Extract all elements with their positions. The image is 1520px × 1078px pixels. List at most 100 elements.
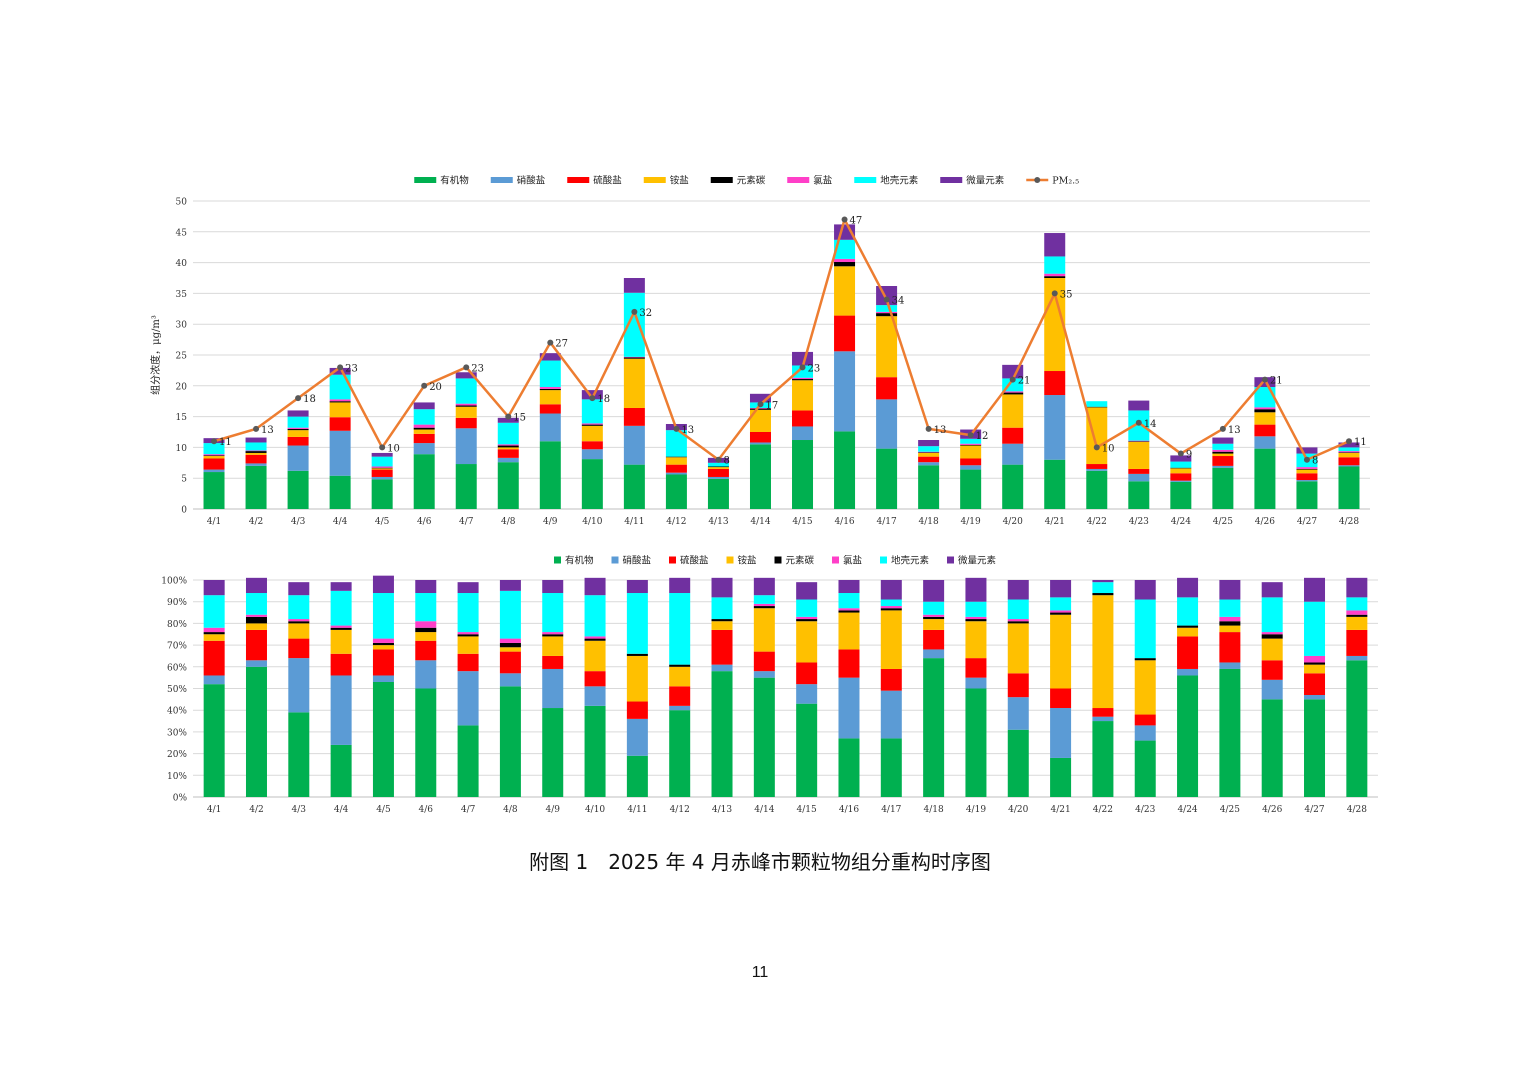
bar-segment <box>1346 597 1368 611</box>
bar-segment <box>1338 452 1360 458</box>
legend-swatch <box>490 177 513 183</box>
pm25-point <box>253 425 260 432</box>
bar-segment <box>1177 597 1199 626</box>
chart-1: 0%10%20%30%40%50%60%70%80%90%100%4/1 4/2 4… <box>161 575 1378 815</box>
bar-segment <box>203 640 225 676</box>
bar-segment <box>455 372 477 379</box>
bar-segment <box>539 387 561 389</box>
bar-segment <box>372 642 394 646</box>
legend-label: 硫酸盐 <box>680 555 709 567</box>
legend-label: 地壳元素 <box>891 555 930 567</box>
bar-segment <box>626 718 648 756</box>
pm25-point <box>1009 376 1016 383</box>
bar-segment <box>415 593 437 622</box>
bar-segment <box>1092 593 1114 596</box>
bar-segment <box>245 660 267 667</box>
legend-label: 地壳元素 <box>880 175 919 187</box>
bar-segment <box>1128 440 1150 442</box>
pm25-point <box>925 425 932 432</box>
bar-segment <box>581 390 603 400</box>
legend-label: 微量元素 <box>958 555 997 567</box>
x-tick-label: 4/18 <box>919 517 939 527</box>
bar-segment <box>918 452 940 457</box>
pm25-point <box>1303 456 1310 463</box>
pm25-data-label: 27 <box>555 339 568 350</box>
bar-segment <box>834 239 856 259</box>
bar-segment <box>457 634 479 637</box>
bar-segment <box>838 649 860 678</box>
bar-segment <box>329 374 351 400</box>
bar-segment <box>1007 697 1029 730</box>
bar-segment <box>539 413 561 442</box>
bar-segment <box>329 401 351 403</box>
bar-segment <box>203 632 225 635</box>
bar-segment <box>965 601 987 617</box>
legend-label: 有机物 <box>440 175 469 187</box>
bar-segment <box>1304 664 1326 674</box>
bar-segment <box>542 634 564 637</box>
bar-segment <box>626 755 648 797</box>
bar-segment <box>1261 582 1283 598</box>
bar-segment <box>329 430 351 476</box>
bar-segment <box>1134 599 1156 659</box>
bar-segment <box>288 582 310 596</box>
bar-segment <box>796 619 818 622</box>
bar-segment <box>330 582 352 591</box>
x-tick-label: 4/20 <box>1008 805 1028 815</box>
bar-segment <box>749 407 771 409</box>
x-tick-label: 4/21 <box>1050 805 1070 815</box>
bar-segment <box>1007 619 1029 622</box>
bar-segment <box>876 377 898 400</box>
bar-segment <box>669 705 691 711</box>
bar-segment <box>330 675 352 745</box>
y-tick-label: 60% <box>167 663 187 673</box>
pm25-data-label: 18 <box>303 394 316 405</box>
bar-segment <box>965 619 987 622</box>
bar-segment <box>792 426 814 441</box>
bar-segment <box>371 476 393 480</box>
x-tick-label: 4/4 <box>333 517 348 527</box>
bar-segment <box>1170 481 1192 509</box>
bar-segment <box>1338 465 1360 467</box>
bar-segment <box>753 608 775 652</box>
bar-segment <box>1128 468 1150 474</box>
bar-segment <box>796 582 818 600</box>
bar-segment <box>497 422 519 445</box>
x-tick-label: 4/28 <box>1347 805 1367 815</box>
bar-segment <box>1177 627 1199 637</box>
bar-segment <box>1044 276 1066 278</box>
bar-segment <box>413 409 435 425</box>
y-tick-label: 40% <box>167 707 187 717</box>
bar-segment <box>1296 481 1318 509</box>
bar-segment <box>711 664 733 672</box>
figure-caption: 附图 1 2025 年 4 月赤峰市颗粒物组分重构时序图 <box>529 850 991 874</box>
y-tick-label: 30% <box>167 728 187 738</box>
bar-segment <box>287 416 309 428</box>
legend-label: 氯盐 <box>813 175 833 187</box>
x-tick-label: 4/11 <box>627 805 647 815</box>
bar-segment <box>542 632 564 635</box>
bar-segment <box>203 443 225 455</box>
y-tick-label: 15 <box>176 413 188 423</box>
bar-segment <box>413 443 435 455</box>
x-tick-label: 4/25 <box>1220 805 1240 815</box>
bar-segment <box>1212 443 1234 450</box>
bar-segment <box>1296 468 1318 470</box>
bar-segment <box>499 580 521 591</box>
bar-segment <box>287 470 309 509</box>
bar-segment <box>413 429 435 434</box>
bar-segment <box>876 448 898 509</box>
bar-segment <box>669 593 691 665</box>
bar-segment <box>960 443 982 445</box>
x-tick-label: 4/14 <box>754 805 774 815</box>
bar-segment <box>918 456 940 463</box>
bar-segment <box>288 712 310 797</box>
bar-segment <box>665 456 687 458</box>
bar-segment <box>1086 407 1108 465</box>
x-tick-label: 4/8 <box>501 517 516 527</box>
bar-segment <box>753 671 775 678</box>
y-tick-label: 0 <box>181 506 187 516</box>
y-tick-label: 45 <box>176 228 188 238</box>
legend-0: 有机物 硝酸盐 硫酸盐 铵盐 元素碳 氯盐 地壳元素 微量元素 PM₂.₅ <box>414 175 1079 187</box>
bar-segment <box>1134 580 1156 600</box>
